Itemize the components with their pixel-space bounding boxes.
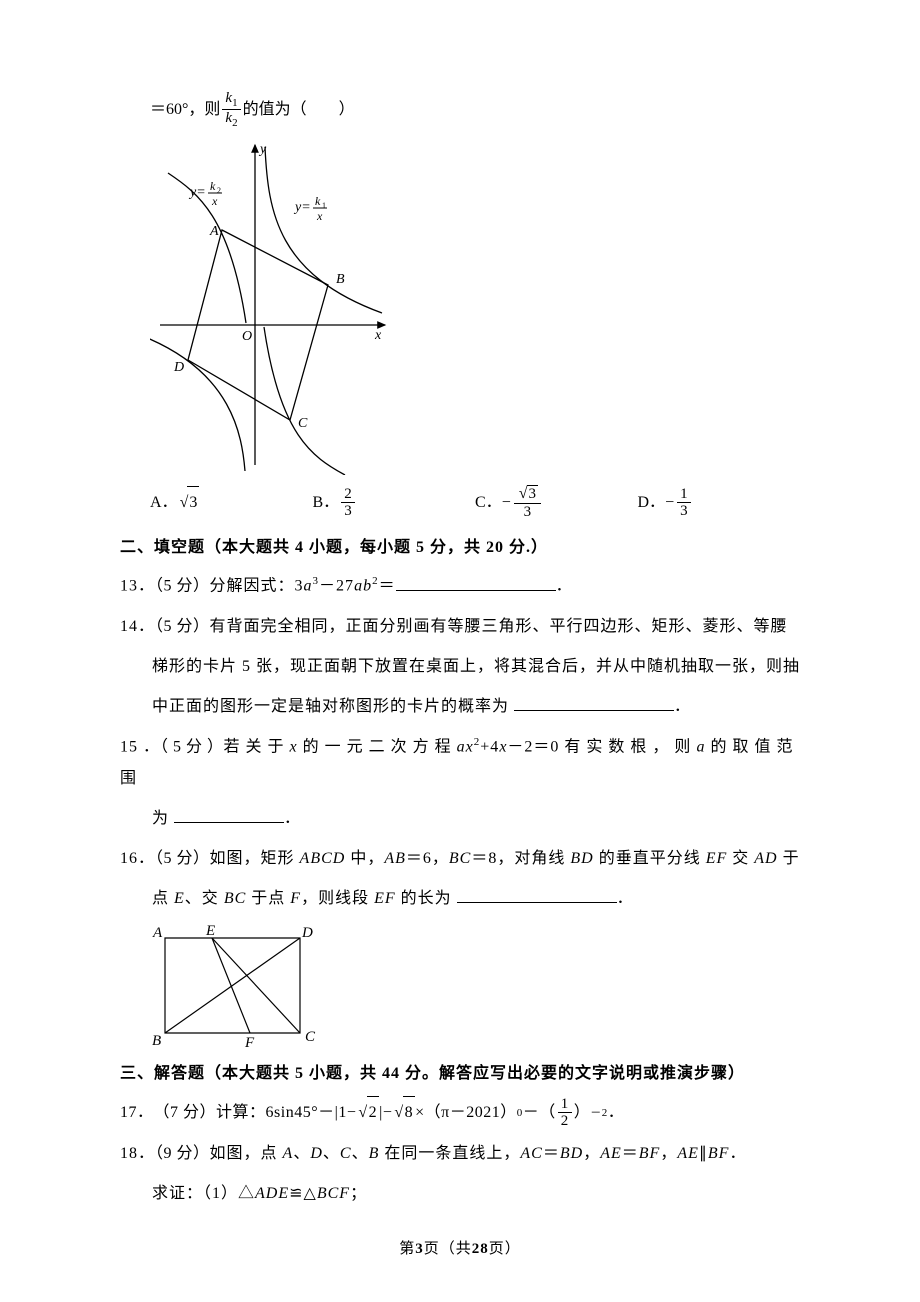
- q12-stem-tail: ＝60°，则 k1 k2 的值为（ ）: [120, 90, 800, 129]
- q18-l1: 18．（9 分）如图，点 A、D、C、B 在同一条直线上，AC＝BD，AE＝BF…: [120, 1138, 800, 1170]
- svg-text:x: x: [374, 328, 382, 343]
- q12-chart-svg: xyOy=k2xy=k1xABCD: [150, 135, 390, 475]
- svg-text:C: C: [298, 416, 308, 431]
- q17: 17．（7 分）计算：6sin45°－|1−2|−8×（π－2021）0－（12…: [120, 1096, 800, 1130]
- q16-l2: 点 E、交 BC 于点 F，则线段 EF 的长为 ．: [120, 883, 800, 915]
- svg-text:A: A: [152, 925, 163, 941]
- svg-text:y=: y=: [188, 185, 206, 200]
- opt-label: C．: [475, 487, 502, 519]
- q12-prefix: ＝60°，则: [150, 94, 220, 126]
- svg-text:k: k: [315, 194, 321, 208]
- page-footer: 第3页（共28页）: [0, 1234, 920, 1264]
- frac: 2 3: [341, 486, 355, 520]
- q-pts: （5 分）: [155, 850, 210, 867]
- svg-text:x: x: [211, 194, 218, 208]
- q-num: 17．: [120, 1097, 154, 1129]
- q14-l1: 14．（5 分）有背面完全相同，正面分别画有等腰三角形、平行四边形、矩形、菱形、…: [120, 611, 800, 643]
- svg-text:D: D: [173, 360, 184, 375]
- q-num: 14．: [120, 618, 155, 635]
- section2-heading: 二、填空题（本大题共 4 小题，每小题 5 分，共 20 分.）: [120, 532, 800, 564]
- sqrt-icon: 8: [392, 1096, 415, 1129]
- frac: 1 3: [677, 486, 691, 520]
- q-num: 16．: [120, 850, 155, 867]
- q-num: 15 ．: [120, 738, 160, 755]
- opt-label: B．: [313, 487, 340, 519]
- frac: 12: [558, 1096, 572, 1130]
- opt-label: A．: [150, 487, 178, 519]
- svg-text:D: D: [301, 925, 313, 941]
- svg-text:x: x: [316, 209, 323, 223]
- q-pts: （ 5 分 ）: [160, 738, 224, 755]
- q13-blank[interactable]: [396, 573, 556, 591]
- svg-text:C: C: [305, 1029, 316, 1045]
- q12-opt-a[interactable]: A． 3: [150, 485, 313, 520]
- q15-blank[interactable]: [174, 805, 284, 823]
- q14-l2: 梯形的卡片 5 张，现正面朝下放置在桌面上，将其混合后，并从中随机抽取一张，则抽: [120, 651, 800, 683]
- q16-blank[interactable]: [457, 885, 617, 903]
- neg-sign: −: [665, 487, 674, 519]
- q15-l1: 15 ．（ 5 分 ）若 关 于 x 的 一 元 二 次 方 程 ax2+4x－…: [120, 731, 800, 795]
- q16-figure: A E D B F C: [150, 923, 800, 1048]
- opt-label: D．: [638, 487, 666, 519]
- svg-text:k: k: [210, 179, 216, 193]
- svg-text:2: 2: [217, 186, 221, 195]
- q18-l2: 求证：（1）△ADE≌△BCF；: [120, 1178, 800, 1210]
- q-num: 13．: [120, 578, 155, 595]
- q-pts: （7 分）: [154, 1097, 217, 1129]
- frac: 3 3: [514, 485, 541, 520]
- svg-text:E: E: [205, 923, 215, 939]
- section3-heading: 三、解答题（本大题共 5 小题，共 44 分。解答应写出必要的文字说明或推演步骤…: [120, 1058, 800, 1090]
- q12-opt-b[interactable]: B． 2 3: [313, 485, 476, 520]
- sqrt-icon: 2: [356, 1096, 379, 1129]
- svg-text:y=: y=: [293, 200, 311, 215]
- q13: 13．（5 分）分解因式：3a3－27ab2＝．: [120, 570, 800, 602]
- svg-text:F: F: [244, 1035, 255, 1048]
- q12-chart: xyOy=k2xy=k1xABCD: [150, 135, 800, 475]
- svg-text:O: O: [242, 329, 252, 344]
- q-num: 18．: [120, 1145, 155, 1162]
- q16-figure-svg: A E D B F C: [150, 923, 330, 1048]
- q-pts: （5 分）: [155, 578, 210, 595]
- q-pts: （5 分）: [155, 618, 210, 635]
- q16-l1: 16．（5 分）如图，矩形 ABCD 中，AB＝6，BC＝8，对角线 BD 的垂…: [120, 843, 800, 875]
- svg-text:1: 1: [322, 201, 326, 210]
- svg-text:B: B: [336, 272, 345, 287]
- svg-text:B: B: [152, 1033, 161, 1048]
- q12-frac: k1 k2: [222, 90, 240, 129]
- q12-suffix: 的值为（ ）: [243, 94, 355, 126]
- q15-l2: 为 ．: [120, 803, 800, 835]
- q12-options: A． 3 B． 2 3 C． − 3 3 D． − 1 3: [150, 485, 800, 520]
- q12-opt-c[interactable]: C． − 3 3: [475, 485, 638, 520]
- sqrt-icon: 3: [517, 485, 538, 503]
- q12-opt-d[interactable]: D． − 1 3: [638, 485, 801, 520]
- svg-text:A: A: [209, 224, 219, 239]
- q-pts: （9 分）: [155, 1145, 210, 1162]
- q14-l3: 中正面的图形一定是轴对称图形的卡片的概率为 ．: [120, 691, 800, 723]
- q14-blank[interactable]: [514, 693, 674, 711]
- neg-sign: −: [502, 487, 511, 519]
- sqrt-icon: 3: [178, 486, 200, 519]
